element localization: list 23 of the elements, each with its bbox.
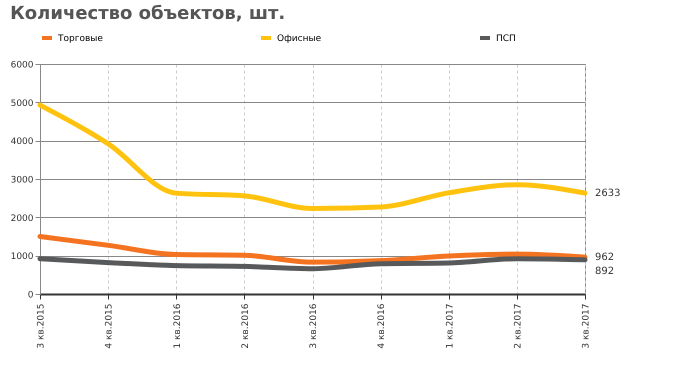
x-tick-label: 2 кв.2017 — [513, 304, 524, 349]
legend-label: ПСП — [496, 34, 516, 44]
legend-label: Торговые — [57, 34, 104, 44]
x-tick-label: 4 кв.2016 — [377, 303, 388, 349]
y-tick-label: 6000 — [10, 60, 34, 70]
y-tick-label: 0 — [28, 290, 34, 300]
y-tick-label: 4000 — [10, 137, 34, 148]
y-tick-label: 1000 — [10, 252, 34, 262]
data-label: 892 — [595, 266, 614, 277]
x-tick-label: 3 кв.2016 — [309, 303, 319, 349]
legend-label: Офисные — [277, 34, 322, 44]
y-tick-label: 2000 — [10, 214, 34, 224]
data-label: 962 — [595, 252, 614, 264]
y-tick-label: 5000 — [10, 98, 34, 109]
x-tick-label: 3 кв.2015 — [36, 304, 46, 349]
x-tick-label: 2 кв.2016 — [240, 303, 251, 349]
chart-title: Количество объектов, шт. — [10, 3, 286, 24]
x-tick-label: 3 кв.2017 — [582, 304, 592, 349]
x-tick-label: 1 кв.2017 — [445, 304, 456, 349]
y-tick-label: 3000 — [10, 176, 34, 186]
data-label: 2633 — [595, 188, 620, 200]
x-tick-label: 1 кв.2016 — [172, 303, 183, 349]
x-tick-label: 4 кв.2015 — [104, 304, 115, 349]
